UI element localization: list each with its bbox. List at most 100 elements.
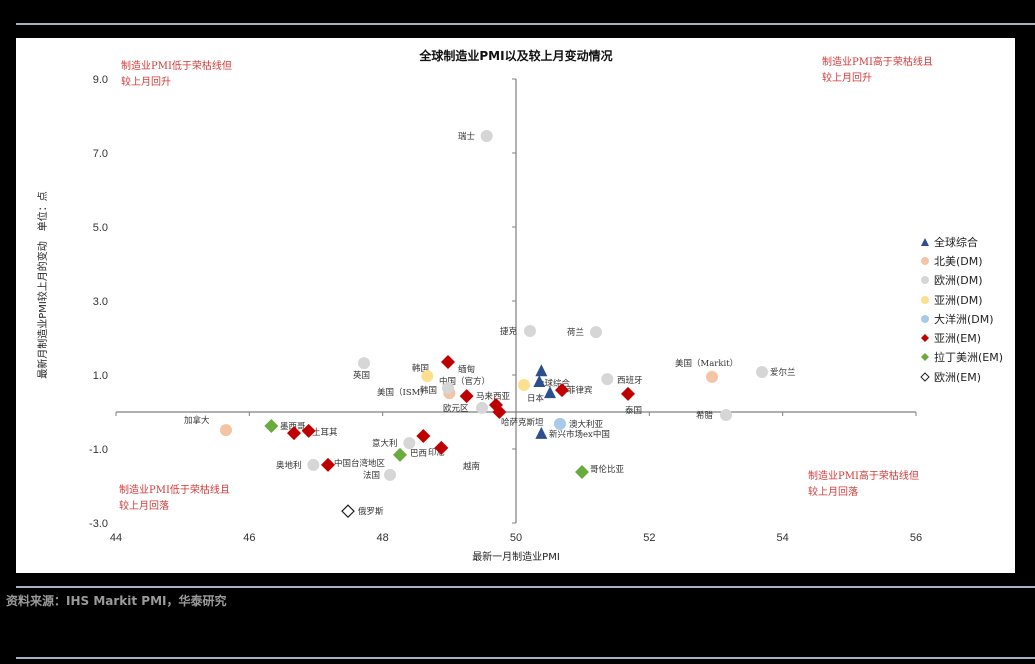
- chart-title: 全球制造业PMI以及较上月变动情况: [418, 48, 612, 63]
- data-point-circle-marker: [421, 370, 434, 383]
- point-label: 西班牙: [617, 375, 643, 386]
- data-point-triangle-marker: [544, 386, 556, 399]
- data-point-triangle-marker: [535, 426, 548, 439]
- legend-label: 亚洲(DM): [934, 293, 983, 307]
- data-point-triangle-marker: [533, 375, 546, 388]
- point-label: 俄罗斯: [358, 506, 384, 517]
- point-label: 日本: [527, 393, 545, 404]
- legend-label: 亚洲(EM): [934, 332, 982, 346]
- y-tick-label: -3.0: [89, 518, 108, 530]
- point-label: 泰国: [625, 405, 642, 416]
- quadrant-annotation-top-left: 制造业PMI低于荣枯线但: [121, 59, 232, 72]
- y-axis-label: 最新月制造业PMI较上月的变动 单位：点: [36, 191, 49, 379]
- data-point-diamond-marker: [301, 423, 316, 438]
- point-label: 墨西哥: [280, 422, 306, 432]
- x-tick-label: 46: [243, 532, 255, 544]
- x-tick-label: 50: [510, 532, 522, 544]
- data-point-circle-marker: [590, 326, 602, 339]
- point-label: 英国: [353, 370, 370, 381]
- scatter-plot: 全球制造业PMI以及较上月变动情况 44 46 48 50 52 54 56 9.0 7.0 5.0…: [36, 48, 933, 563]
- legend-item: 拉丁美洲(EM): [920, 348, 1003, 367]
- data-point-circle-marker: [220, 424, 232, 437]
- x-tick-label: 52: [643, 532, 655, 544]
- quadrant-annotation-bottom-left: 制造业PMI低于荣枯线且: [119, 483, 230, 496]
- data-point-circle-marker: [524, 324, 536, 337]
- data-point-diamond-marker: [434, 440, 449, 455]
- legend-diamond-icon: [921, 353, 929, 362]
- legend-label: 欧洲(EM): [934, 370, 982, 384]
- legend-hollow-diamond-icon: [920, 372, 930, 382]
- legend-item: 全球综合: [920, 232, 1003, 251]
- point-label: 加拿大: [184, 415, 210, 426]
- top-divider: [16, 23, 1035, 25]
- data-point-diamond-marker: [492, 405, 507, 419]
- chart-panel: 全球制造业PMI以及较上月变动情况 44 46 48 50 52 54 56 9.0 7.0 5.0…: [16, 38, 1015, 573]
- point-label: 瑞士: [458, 131, 476, 142]
- legend-item: 亚洲(EM): [920, 328, 1003, 347]
- quadrant-annotation-bottom-right: 较上月回落: [808, 485, 858, 498]
- source-note: 资料来源：IHS Markit PMI，华泰研究: [6, 594, 227, 608]
- data-point-circle-marker: [720, 408, 732, 421]
- x-tick-label: 44: [110, 532, 122, 544]
- quadrant-annotation-bottom-right: 制造业PMI高于荣枯线但: [808, 469, 919, 482]
- legend-item: 欧洲(DM): [920, 271, 1003, 290]
- data-point-circle-marker: [307, 458, 320, 471]
- point-label: 法国: [363, 470, 380, 481]
- legend-circle-icon: [921, 314, 929, 323]
- point-label: 捷克: [500, 326, 518, 337]
- data-point-circle-marker: [476, 401, 488, 414]
- data-point-diamond-marker: [575, 464, 589, 479]
- point-label: 哈萨克斯坦: [501, 417, 544, 428]
- point-label: 欧元区: [443, 403, 469, 414]
- data-point-triangle-marker: [535, 364, 548, 377]
- point-label: 奥地利: [276, 460, 302, 471]
- data-point-diamond-marker: [393, 447, 407, 462]
- data-point-circle-marker: [442, 381, 454, 394]
- point-label: 美国（ISM）: [377, 387, 429, 398]
- data-point-diamond-marker: [321, 457, 335, 472]
- point-label: 马来西亚: [476, 392, 511, 402]
- y-tick-label: 3.0: [93, 296, 108, 308]
- point-label: 印尼: [428, 447, 445, 458]
- legend-circle-icon: [921, 276, 929, 285]
- legend-label: 欧洲(DM): [934, 274, 983, 288]
- point-label: 美国（Markit）: [675, 358, 738, 369]
- point-label: 希腊: [696, 410, 714, 421]
- point-label: 荷兰: [567, 327, 584, 338]
- point-label: 哥伦比亚: [590, 464, 625, 475]
- legend-item: 亚洲(DM): [920, 290, 1003, 309]
- legend-circle-icon: [921, 256, 929, 265]
- data-point-diamond-marker: [287, 426, 301, 441]
- bottom-divider: [16, 657, 1035, 659]
- point-label: 中国（官方）: [439, 376, 490, 387]
- point-label: 全球综合: [536, 378, 571, 389]
- legend-label: 拉丁美洲(EM): [934, 351, 1004, 365]
- point-label: 菲律宾: [567, 385, 593, 396]
- data-point-circle-marker: [403, 437, 416, 450]
- point-label: 韩国: [412, 363, 429, 374]
- x-axis-label: 最新一月制造业PMI: [472, 550, 560, 563]
- point-label: 韩国: [420, 385, 437, 396]
- y-tick-label: 5.0: [93, 222, 108, 234]
- point-label: 新兴市场ex中国: [549, 429, 610, 440]
- data-point-circle-marker: [518, 378, 530, 391]
- point-label: 澳大利亚: [569, 419, 604, 430]
- data-point-circle-marker: [480, 129, 493, 142]
- legend-item: 大洋洲(DM): [920, 309, 1003, 328]
- data-point-circle-marker: [601, 373, 614, 386]
- point-label: 爱尔兰: [770, 367, 796, 378]
- point-label: 巴西: [410, 449, 427, 459]
- legend-item: 欧洲(EM): [920, 367, 1003, 386]
- point-label: 缅甸: [458, 364, 475, 375]
- data-point-circle-marker: [554, 417, 566, 430]
- quadrant-annotation-top-right: 制造业PMI高于荣枯线且: [822, 55, 933, 68]
- legend-circle-icon: [921, 295, 929, 304]
- data-point-diamond-marker: [441, 355, 455, 370]
- y-tick-label: 9.0: [93, 74, 108, 86]
- legend-item: 北美(DM): [920, 251, 1003, 270]
- legend-triangle-icon: [921, 237, 929, 246]
- data-point-diamond-marker: [555, 383, 569, 398]
- y-tick-label: 1.0: [93, 370, 108, 382]
- data-point-diamond-marker: [416, 429, 431, 444]
- source-divider-top: [16, 586, 1035, 588]
